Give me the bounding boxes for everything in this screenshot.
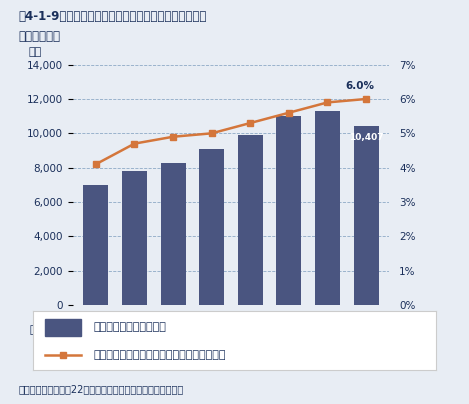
Text: 平成: 平成 [30,326,43,335]
Text: に占める割合: に占める割合 [19,30,61,43]
Bar [122,171,147,305]
Text: 6.0%: 6.0% [346,82,375,91]
Text: 総額に対する環境分野研究費の割合（右軸）: 総額に対する環境分野研究費の割合（右軸） [93,350,226,360]
Bar [83,185,108,305]
Bar [199,149,224,305]
Text: 10,407: 10,407 [349,133,384,142]
FancyBboxPatch shape [45,319,81,336]
Bar [315,111,340,305]
Bar [354,126,378,305]
Bar [238,135,263,305]
Text: （年度）: （年度） [396,326,422,335]
Text: 資料：総務省「平成22年科学技術研究調査」より環境省作成: 資料：総務省「平成22年科学技術研究調査」より環境省作成 [19,384,184,394]
Bar [276,116,302,305]
Bar [160,162,186,305]
Text: 環境分野研究費（左軸）: 環境分野研究費（左軸） [93,322,166,332]
Text: 億円: 億円 [28,47,42,57]
Text: 図4-1-9　環境分野研究費及びその科学技術研究費総額: 図4-1-9 環境分野研究費及びその科学技術研究費総額 [19,10,207,23]
